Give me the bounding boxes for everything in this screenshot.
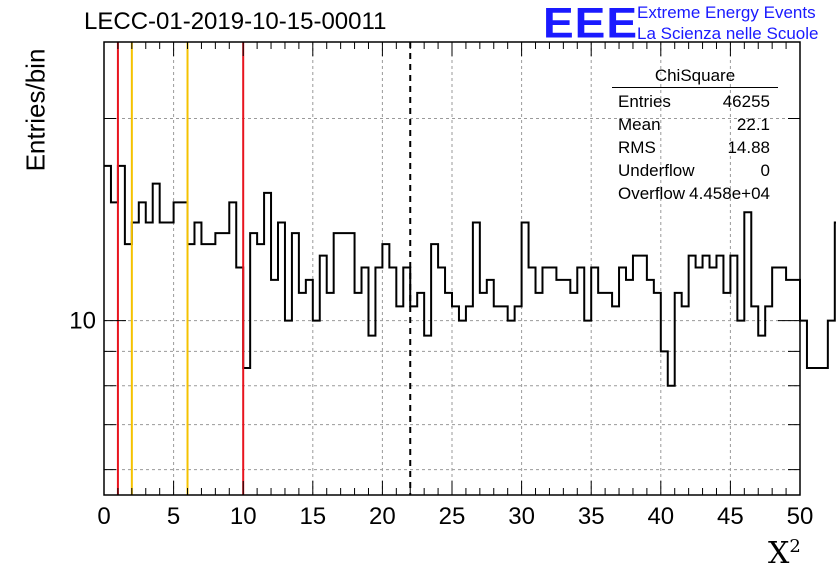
x-tick-label: 35: [578, 503, 605, 530]
stats-value: 0: [760, 161, 770, 180]
stats-row-overflow: Overflow 4.458e+04: [612, 182, 778, 205]
stats-row-rms: RMS 14.88: [612, 136, 778, 159]
stats-value: 22.1: [736, 115, 770, 134]
x-tick-label: 5: [167, 503, 180, 530]
stats-value: 4.458e+04: [689, 184, 770, 203]
stats-label: Overflow: [618, 184, 686, 203]
stats-row-mean: Mean 22.1: [612, 113, 778, 136]
stats-box: ChiSquare Entries 46255 Mean 22.1 RMS 14…: [612, 66, 778, 205]
stats-label: Underflow: [618, 161, 695, 180]
stats-value: 14.88: [727, 138, 770, 157]
histogram-steps: [104, 164, 836, 387]
chart-title: LECC-01-2019-10-15-00011: [84, 8, 387, 35]
stats-title: ChiSquare: [612, 66, 778, 88]
x-tick-label: 10: [230, 503, 257, 530]
x-tick-label: 20: [369, 503, 396, 530]
stats-label: Mean: [618, 115, 661, 134]
y-tick-label: 10: [69, 308, 96, 335]
x-axis-label: X2: [768, 536, 801, 571]
logo-caption-line2: La Scienza nelle Scuole: [637, 24, 819, 43]
stats-value: 46255: [722, 92, 770, 111]
x-tick-label: 40: [647, 503, 674, 530]
x-tick-label: 15: [299, 503, 326, 530]
eee-logo: EEE: [543, 0, 639, 47]
x-tick-label: 25: [439, 503, 466, 530]
x-tick-label: 50: [787, 503, 814, 530]
logo-caption-line1: Extreme Energy Events: [637, 3, 816, 22]
stats-row-entries: Entries 46255: [612, 90, 778, 113]
stats-row-underflow: Underflow 0: [612, 159, 778, 182]
stats-label: Entries: [618, 92, 671, 111]
x-tick-label: 45: [717, 503, 744, 530]
x-tick-label: 30: [508, 503, 535, 530]
stats-label: RMS: [618, 138, 656, 157]
x-tick-label: 0: [97, 503, 110, 530]
y-axis-label: Entries/bin: [20, 48, 51, 172]
